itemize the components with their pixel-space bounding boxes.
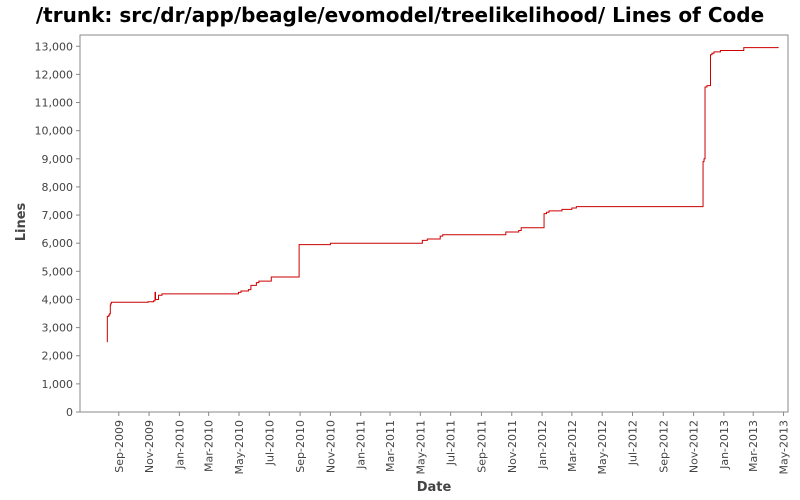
plot-area [79,34,789,413]
y-tick-label: 3,000 [42,322,74,335]
y-tick-label: 9,000 [42,153,74,166]
y-tick-label: 5,000 [42,265,74,278]
x-tick-label: Jul-2012 [626,420,639,466]
x-tick-label: Mar-2013 [747,420,760,472]
y-tick-label: 6,000 [42,237,74,250]
y-tick-label: 4,000 [42,293,74,306]
y-axis: 0 1,000 2,000 3,000 4,000 5,000 6,000 7,000 8,00… [35,40,80,419]
x-tick-label: May-2011 [414,420,427,475]
x-tick-label: Jan-2013 [718,420,731,470]
series-line [106,46,779,343]
y-tick-label: 11,000 [35,97,74,110]
x-tick-label: Mar-2012 [566,420,579,472]
x-tick-label: Jul-2010 [263,420,276,466]
y-tick-label: 8,000 [42,181,74,194]
x-tick-label: Sep-2012 [657,420,670,473]
y-tick-label: 7,000 [42,209,74,222]
y-tick-label: 13,000 [35,40,74,53]
x-tick-label: May-2013 [778,420,791,475]
x-axis: Sep-2009 Nov-2009 Jan-2010 Mar-2010 May-2010… [113,412,791,475]
y-tick-label: 2,000 [42,350,74,363]
y-tick-label: 0 [66,406,73,419]
x-tick-label: Mar-2011 [384,420,397,472]
x-tick-label: Sep-2009 [113,420,126,473]
x-tick-label: Jan-2011 [355,420,368,470]
x-tick-label: May-2010 [233,420,246,475]
x-tick-label: Nov-2011 [506,420,519,473]
y-tick-label: 1,000 [42,378,74,391]
x-tick-label: Jan-2010 [173,420,186,470]
x-tick-label: Jan-2012 [536,420,549,470]
x-tick-label: Nov-2009 [143,420,156,473]
y-axis-label: Lines [14,202,29,241]
y-tick-label: 10,000 [35,125,74,138]
x-tick-label: Mar-2010 [203,420,216,472]
x-tick-label: Nov-2010 [324,420,337,473]
x-tick-label: Sep-2011 [475,420,488,473]
x-tick-label: Sep-2010 [294,420,307,473]
y-tick-label: 12,000 [35,68,74,81]
x-tick-label: Nov-2012 [688,420,701,473]
x-axis-label: Date [417,480,452,495]
chart-title: /trunk: src/dr/app/beagle/evomodel/treel… [36,3,764,27]
x-tick-label: May-2012 [596,420,609,475]
x-tick-label: Jul-2011 [445,420,458,466]
